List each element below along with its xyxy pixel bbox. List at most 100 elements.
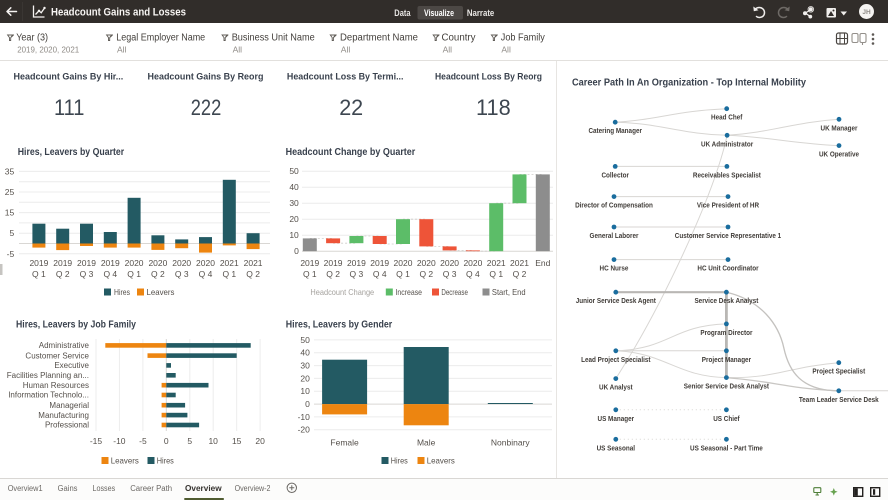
svg-text:Q 4: Q 4 (199, 269, 213, 279)
svg-text:Headcount Loss By Termi...: Headcount Loss By Termi... (287, 72, 404, 83)
svg-text:10: 10 (300, 386, 310, 396)
svg-text:Legal Employer Name: Legal Employer Name (116, 33, 205, 44)
svg-text:Team Leader Service Desk: Team Leader Service Desk (799, 395, 879, 404)
svg-text:Q 1: Q 1 (222, 269, 236, 279)
svg-text:All: All (501, 45, 511, 55)
svg-text:Nonbinary: Nonbinary (491, 438, 530, 448)
svg-text:Information Technolo...: Information Technolo... (8, 391, 89, 400)
svg-text:All: All (443, 45, 453, 55)
svg-text:Q 1: Q 1 (32, 269, 46, 279)
svg-text:Hires: Hires (114, 287, 130, 297)
svg-text:2019: 2019 (101, 258, 120, 268)
svg-text:End: End (535, 258, 550, 268)
svg-text:US Seasonal - Part Time: US Seasonal - Part Time (690, 443, 763, 452)
svg-text:-10: -10 (298, 412, 311, 422)
svg-text:50: 50 (289, 166, 299, 176)
svg-text:Customer Service: Customer Service (25, 351, 89, 360)
svg-text:Q 4: Q 4 (103, 269, 117, 279)
svg-text:Professional: Professional (45, 421, 89, 430)
svg-text:Overview-2: Overview-2 (235, 484, 271, 493)
svg-text:Headcount Change: Headcount Change (310, 287, 374, 297)
svg-text:Headcount Loss By Reorg: Headcount Loss By Reorg (435, 72, 542, 83)
svg-text:-5: -5 (139, 436, 147, 446)
svg-text:Q 3: Q 3 (350, 269, 364, 279)
svg-text:Senior Service Desk Analyst: Senior Service Desk Analyst (684, 382, 770, 391)
svg-text:Q 1: Q 1 (127, 269, 141, 279)
svg-text:2021: 2021 (220, 258, 239, 268)
svg-text:All: All (117, 45, 127, 55)
svg-text:Hires: Hires (391, 456, 408, 466)
svg-text:Project Manager: Project Manager (702, 355, 751, 364)
svg-text:All: All (341, 45, 351, 55)
svg-text:US Manager: US Manager (598, 414, 635, 423)
svg-text:Visualize: Visualize (424, 8, 454, 19)
svg-text:Managerial: Managerial (49, 401, 89, 410)
svg-text:Headcount Gains and Losses: Headcount Gains and Losses (51, 7, 186, 19)
svg-text:-15: -15 (90, 436, 103, 446)
svg-text:2020: 2020 (125, 258, 144, 268)
svg-text:Facilities Planning an...: Facilities Planning an... (7, 371, 89, 380)
svg-text:Career Path: Career Path (130, 484, 172, 493)
svg-text:50: 50 (300, 335, 310, 345)
svg-text:Losses: Losses (93, 484, 116, 493)
svg-text:111: 111 (54, 95, 85, 120)
svg-text:Manufacturing: Manufacturing (38, 411, 89, 420)
svg-text:UK Manager: UK Manager (821, 123, 858, 132)
svg-text:2020: 2020 (463, 258, 482, 268)
svg-text:Hires: Hires (157, 456, 174, 466)
svg-text:Junior Service Desk Agent: Junior Service Desk Agent (576, 296, 657, 305)
svg-text:-10: -10 (113, 436, 126, 446)
svg-text:Director of Compensation: Director of Compensation (575, 201, 653, 210)
svg-text:Customer Service Representativ: Customer Service Representative 1 (675, 231, 781, 240)
svg-text:22: 22 (339, 95, 363, 120)
svg-text:Male: Male (417, 438, 436, 448)
svg-text:Program Director: Program Director (700, 328, 752, 337)
svg-text:15: 15 (5, 208, 15, 218)
svg-text:Project Specialist: Project Specialist (812, 367, 865, 376)
svg-text:Leavers: Leavers (427, 456, 455, 466)
svg-text:2020: 2020 (148, 258, 167, 268)
svg-text:Q 1: Q 1 (396, 269, 410, 279)
svg-text:2020: 2020 (417, 258, 436, 268)
svg-text:2019: 2019 (347, 258, 366, 268)
svg-text:2019: 2019 (324, 258, 343, 268)
svg-text:2020: 2020 (440, 258, 459, 268)
svg-text:222: 222 (191, 95, 222, 120)
svg-text:30: 30 (300, 361, 310, 371)
svg-text:2020: 2020 (196, 258, 215, 268)
svg-text:Job Family: Job Family (501, 33, 545, 44)
svg-text:Vice President of HR: Vice President of HR (697, 201, 760, 210)
svg-text:Leavers: Leavers (111, 456, 139, 466)
svg-text:US Seasonal: US Seasonal (597, 443, 635, 452)
svg-text:2019: 2019 (77, 258, 96, 268)
svg-text:2020: 2020 (172, 258, 191, 268)
svg-text:Q 1: Q 1 (489, 269, 503, 279)
svg-text:Hires, Leavers by Quarter: Hires, Leavers by Quarter (18, 146, 125, 158)
svg-text:Q 2: Q 2 (151, 269, 165, 279)
svg-text:Q 2: Q 2 (56, 269, 70, 279)
svg-text:Q 2: Q 2 (326, 269, 340, 279)
svg-text:Collector: Collector (601, 170, 629, 179)
svg-text:Q 3: Q 3 (80, 269, 94, 279)
svg-text:JH: JH (862, 9, 871, 16)
svg-text:-20: -20 (298, 425, 311, 435)
svg-text:UK Analyst: UK Analyst (599, 383, 633, 392)
svg-text:40: 40 (300, 348, 310, 358)
svg-text:30: 30 (289, 198, 299, 208)
svg-text:Increase: Increase (396, 287, 423, 297)
svg-text:Narrate: Narrate (467, 8, 494, 19)
svg-text:0: 0 (305, 399, 310, 409)
svg-text:Q 1: Q 1 (303, 269, 317, 279)
svg-text:Q 2: Q 2 (246, 269, 260, 279)
svg-text:20: 20 (289, 214, 299, 224)
svg-text:5: 5 (187, 436, 192, 446)
svg-text:2019: 2019 (370, 258, 389, 268)
svg-text:Hires, Leavers by Job Family: Hires, Leavers by Job Family (16, 319, 136, 331)
svg-text:UK Administrator: UK Administrator (701, 139, 753, 148)
svg-text:Q 4: Q 4 (373, 269, 387, 279)
svg-text:Lead Project Specialist: Lead Project Specialist (581, 355, 651, 364)
svg-text:35: 35 (5, 166, 15, 176)
svg-text:2019: 2019 (300, 258, 319, 268)
svg-text:0: 0 (294, 246, 299, 256)
svg-text:Data: Data (394, 8, 411, 19)
